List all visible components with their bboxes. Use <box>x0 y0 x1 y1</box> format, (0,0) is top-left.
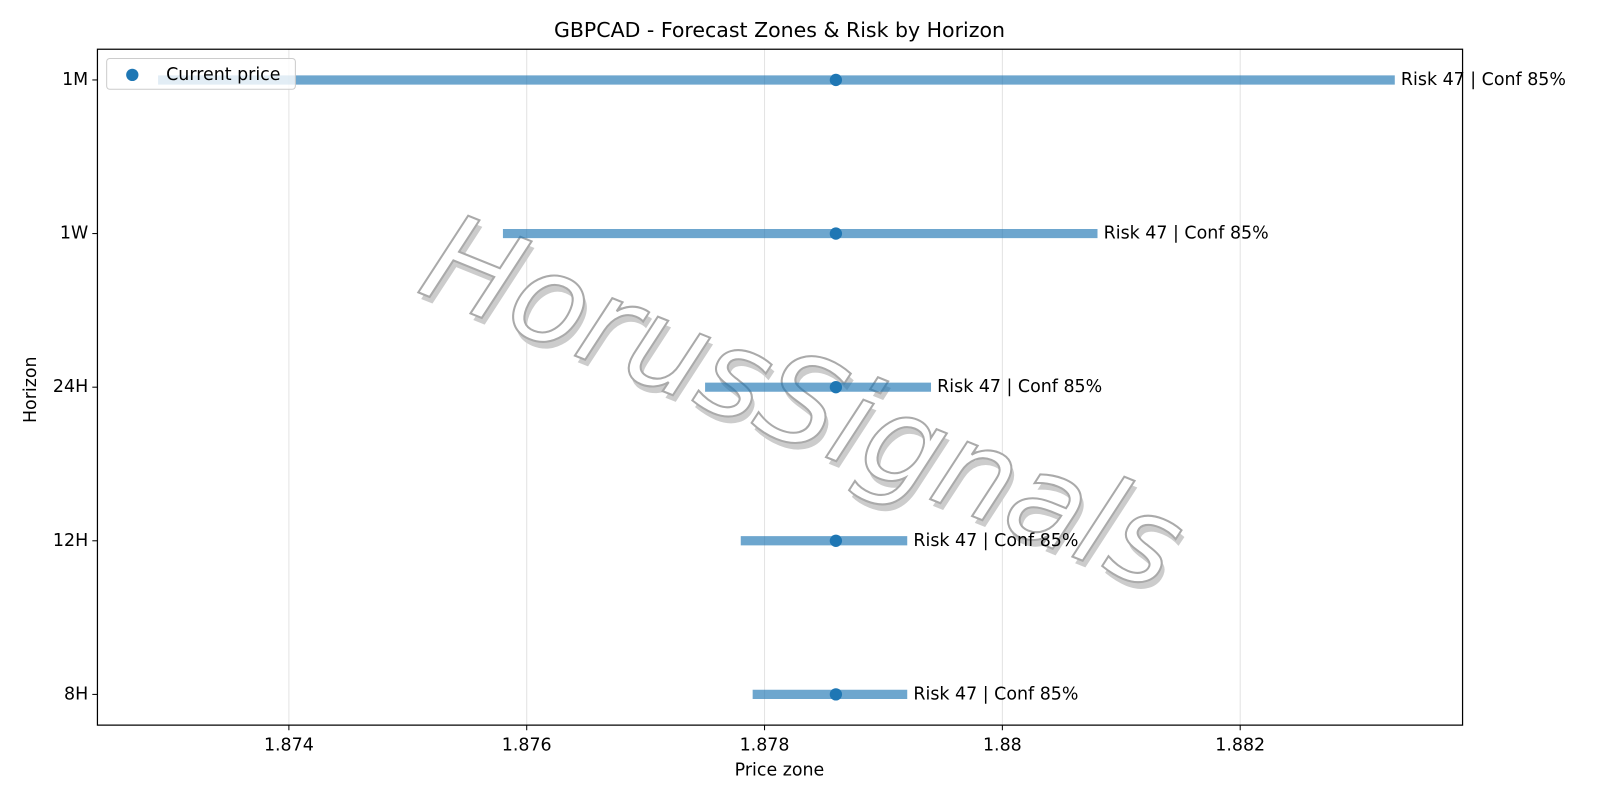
x-tick-label: 1.874 <box>264 736 314 756</box>
watermark: HorusSignals <box>404 186 1202 619</box>
legend-marker <box>126 68 139 82</box>
y-tick-label: 12H <box>53 531 88 551</box>
x-tick-label: 1.882 <box>1215 736 1265 756</box>
current-price-dot <box>829 534 843 547</box>
legend: Current price <box>106 57 296 90</box>
x-axis-label: Price zone <box>735 760 825 780</box>
y-tick-label: 1M <box>62 70 88 90</box>
current-price-dot <box>829 227 843 240</box>
legend-box <box>106 57 296 90</box>
y-tick-label: 24H <box>53 377 88 397</box>
x-tick-label: 1.878 <box>740 736 790 756</box>
plot-frame <box>96 48 1464 726</box>
chart-title: GBPCAD - Forecast Zones & Risk by Horizo… <box>554 18 1005 42</box>
legend-label: Current price <box>166 65 280 85</box>
range-annotation: Risk 47 | Conf 85% <box>913 684 1078 704</box>
current-price-dot <box>829 73 843 87</box>
range-annotation: Risk 47 | Conf 85% <box>913 531 1078 551</box>
y-tick-label: 1W <box>60 224 88 244</box>
y-tick-label: 8H <box>64 684 88 704</box>
range-annotation: Risk 47 | Conf 85% <box>1104 224 1269 244</box>
x-tick-label: 1.88 <box>983 736 1022 756</box>
current-price-dot <box>829 381 843 394</box>
range-annotation: Risk 47 | Conf 85% <box>1401 70 1566 90</box>
y-axis-label: Horizon <box>21 356 41 423</box>
x-tick-label: 1.876 <box>502 736 552 756</box>
current-price-dot <box>829 688 843 701</box>
range-annotation: Risk 47 | Conf 85% <box>937 377 1102 397</box>
